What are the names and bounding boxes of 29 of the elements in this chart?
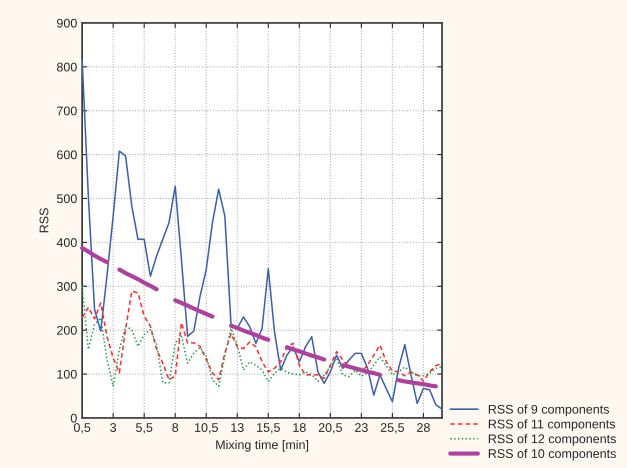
y-tick-label: 400	[56, 238, 77, 248]
x-tick-label: 13	[231, 423, 244, 432]
y-tick-label: 500	[56, 194, 77, 204]
y-tick-label: 200	[57, 326, 77, 335]
legend-label: RSS of 9 components	[488, 404, 609, 416]
y-tick-label: 100	[57, 370, 77, 379]
y-tick-label: 600	[57, 150, 77, 160]
y-tick-label: 700	[57, 106, 77, 116]
x-tick-label: 23	[355, 423, 368, 432]
x-tick-label: 28	[417, 423, 430, 432]
y-tick-label: 900	[57, 18, 77, 28]
legend-label: RSS of 11 components	[488, 419, 615, 431]
legend-label: RSS of 12 components	[488, 434, 616, 446]
x-tick-label: 10,5	[195, 423, 218, 434]
y-tick-label: 0	[70, 414, 77, 423]
x-tick-label: 18	[293, 423, 306, 432]
x-tick-label: 0,5	[74, 423, 90, 434]
x-tick-label: 8	[172, 423, 178, 432]
x-axis-title: Mixing time [min]	[216, 440, 308, 452]
x-tick-label: 15,5	[257, 423, 280, 434]
x-tick-label: 25,5	[380, 423, 404, 434]
line-series	[81, 58, 443, 410]
x-tick-label: 20,5	[318, 423, 342, 434]
x-tick-label: 3	[110, 423, 116, 432]
y-tick-label: 800	[56, 62, 77, 72]
y-axis-title: RSS	[40, 208, 48, 232]
legend-label: RSS of 10 components	[488, 448, 616, 460]
x-tick-label: 5,5	[136, 423, 152, 434]
y-tick-label: 300	[56, 282, 77, 291]
